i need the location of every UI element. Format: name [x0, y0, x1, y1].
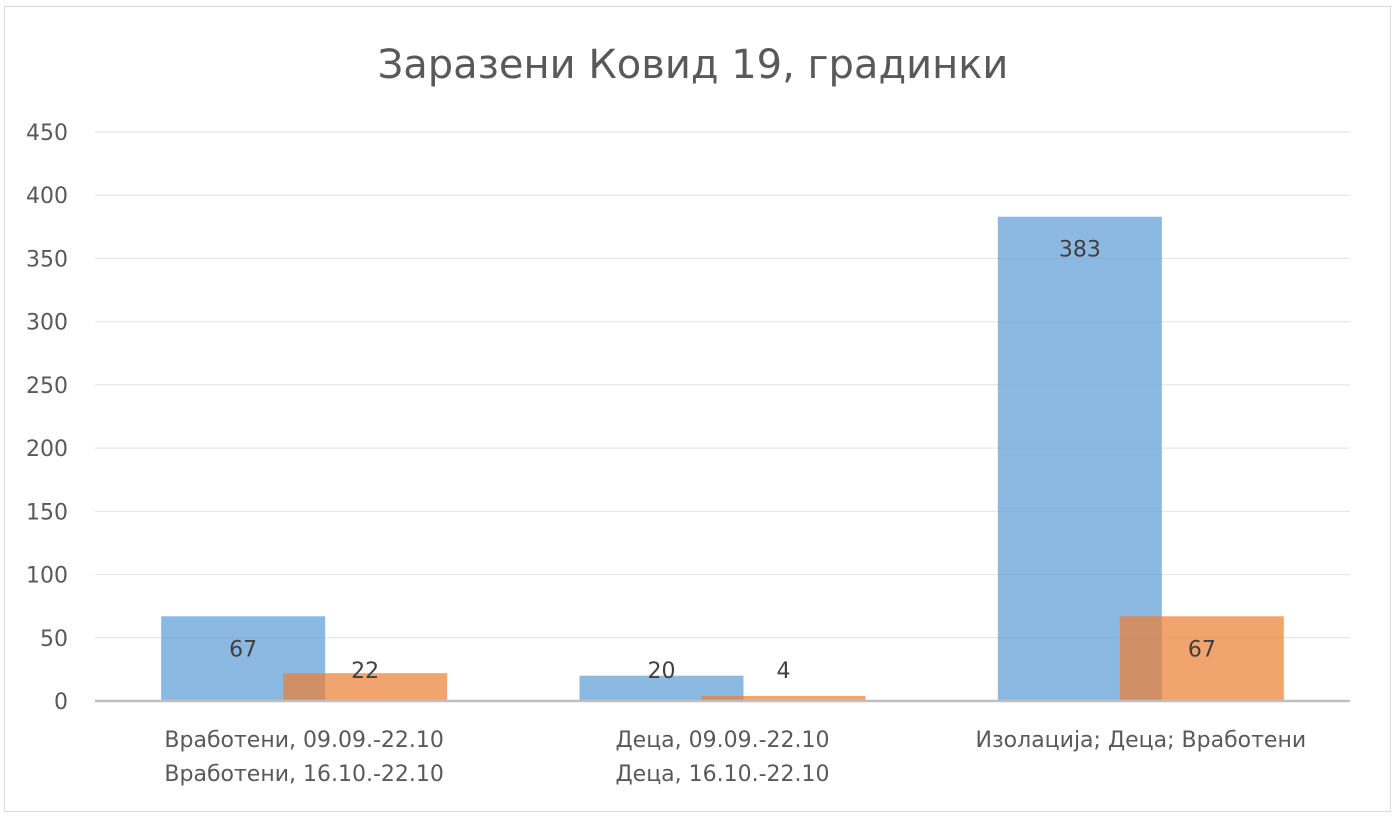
y-tick-label: 350: [26, 247, 68, 272]
data-label: 20: [648, 659, 676, 684]
x-category-label: Вработени, 09.09.-22.10: [164, 728, 443, 753]
y-tick-label: 50: [40, 627, 68, 652]
data-label: 67: [1188, 637, 1216, 662]
y-tick-label: 100: [26, 564, 68, 589]
y-axis-ticks: 0 50 100 150 200 250 300 350 400 450: [26, 121, 68, 715]
bar-series-2-cat-2: [701, 695, 866, 701]
bar-series-2-cat-1: [283, 673, 448, 701]
y-tick-label: 200: [26, 437, 68, 462]
y-tick-label: 0: [54, 690, 68, 715]
x-category-label: Вработени, 16.10.-22.10: [164, 762, 443, 787]
data-labels: 67 22 20 4 383 67: [229, 238, 1216, 684]
y-tick-label: 400: [26, 184, 68, 209]
data-label: 383: [1059, 238, 1101, 263]
data-label: 67: [229, 637, 257, 662]
y-tick-label: 250: [26, 374, 68, 399]
y-tick-label: 150: [26, 500, 68, 525]
y-tick-label: 300: [26, 311, 68, 336]
y-tick-label: 450: [26, 121, 68, 146]
chart-title: Заразени Ковид 19, градинки: [378, 42, 1009, 88]
bar-series-2-cat-3: [1119, 616, 1284, 701]
data-label: 22: [351, 659, 379, 684]
x-category-label: Деца, 09.09.-22.10: [615, 728, 829, 753]
x-category-label: Деца, 16.10.-22.10: [615, 762, 829, 787]
bars: [161, 216, 1284, 701]
x-category-label: Изолација; Деца; Вработени: [976, 728, 1307, 753]
x-axis-categories: Вработени, 09.09.-22.10 Вработени, 16.10.…: [164, 728, 1306, 787]
data-label: 4: [777, 659, 791, 684]
